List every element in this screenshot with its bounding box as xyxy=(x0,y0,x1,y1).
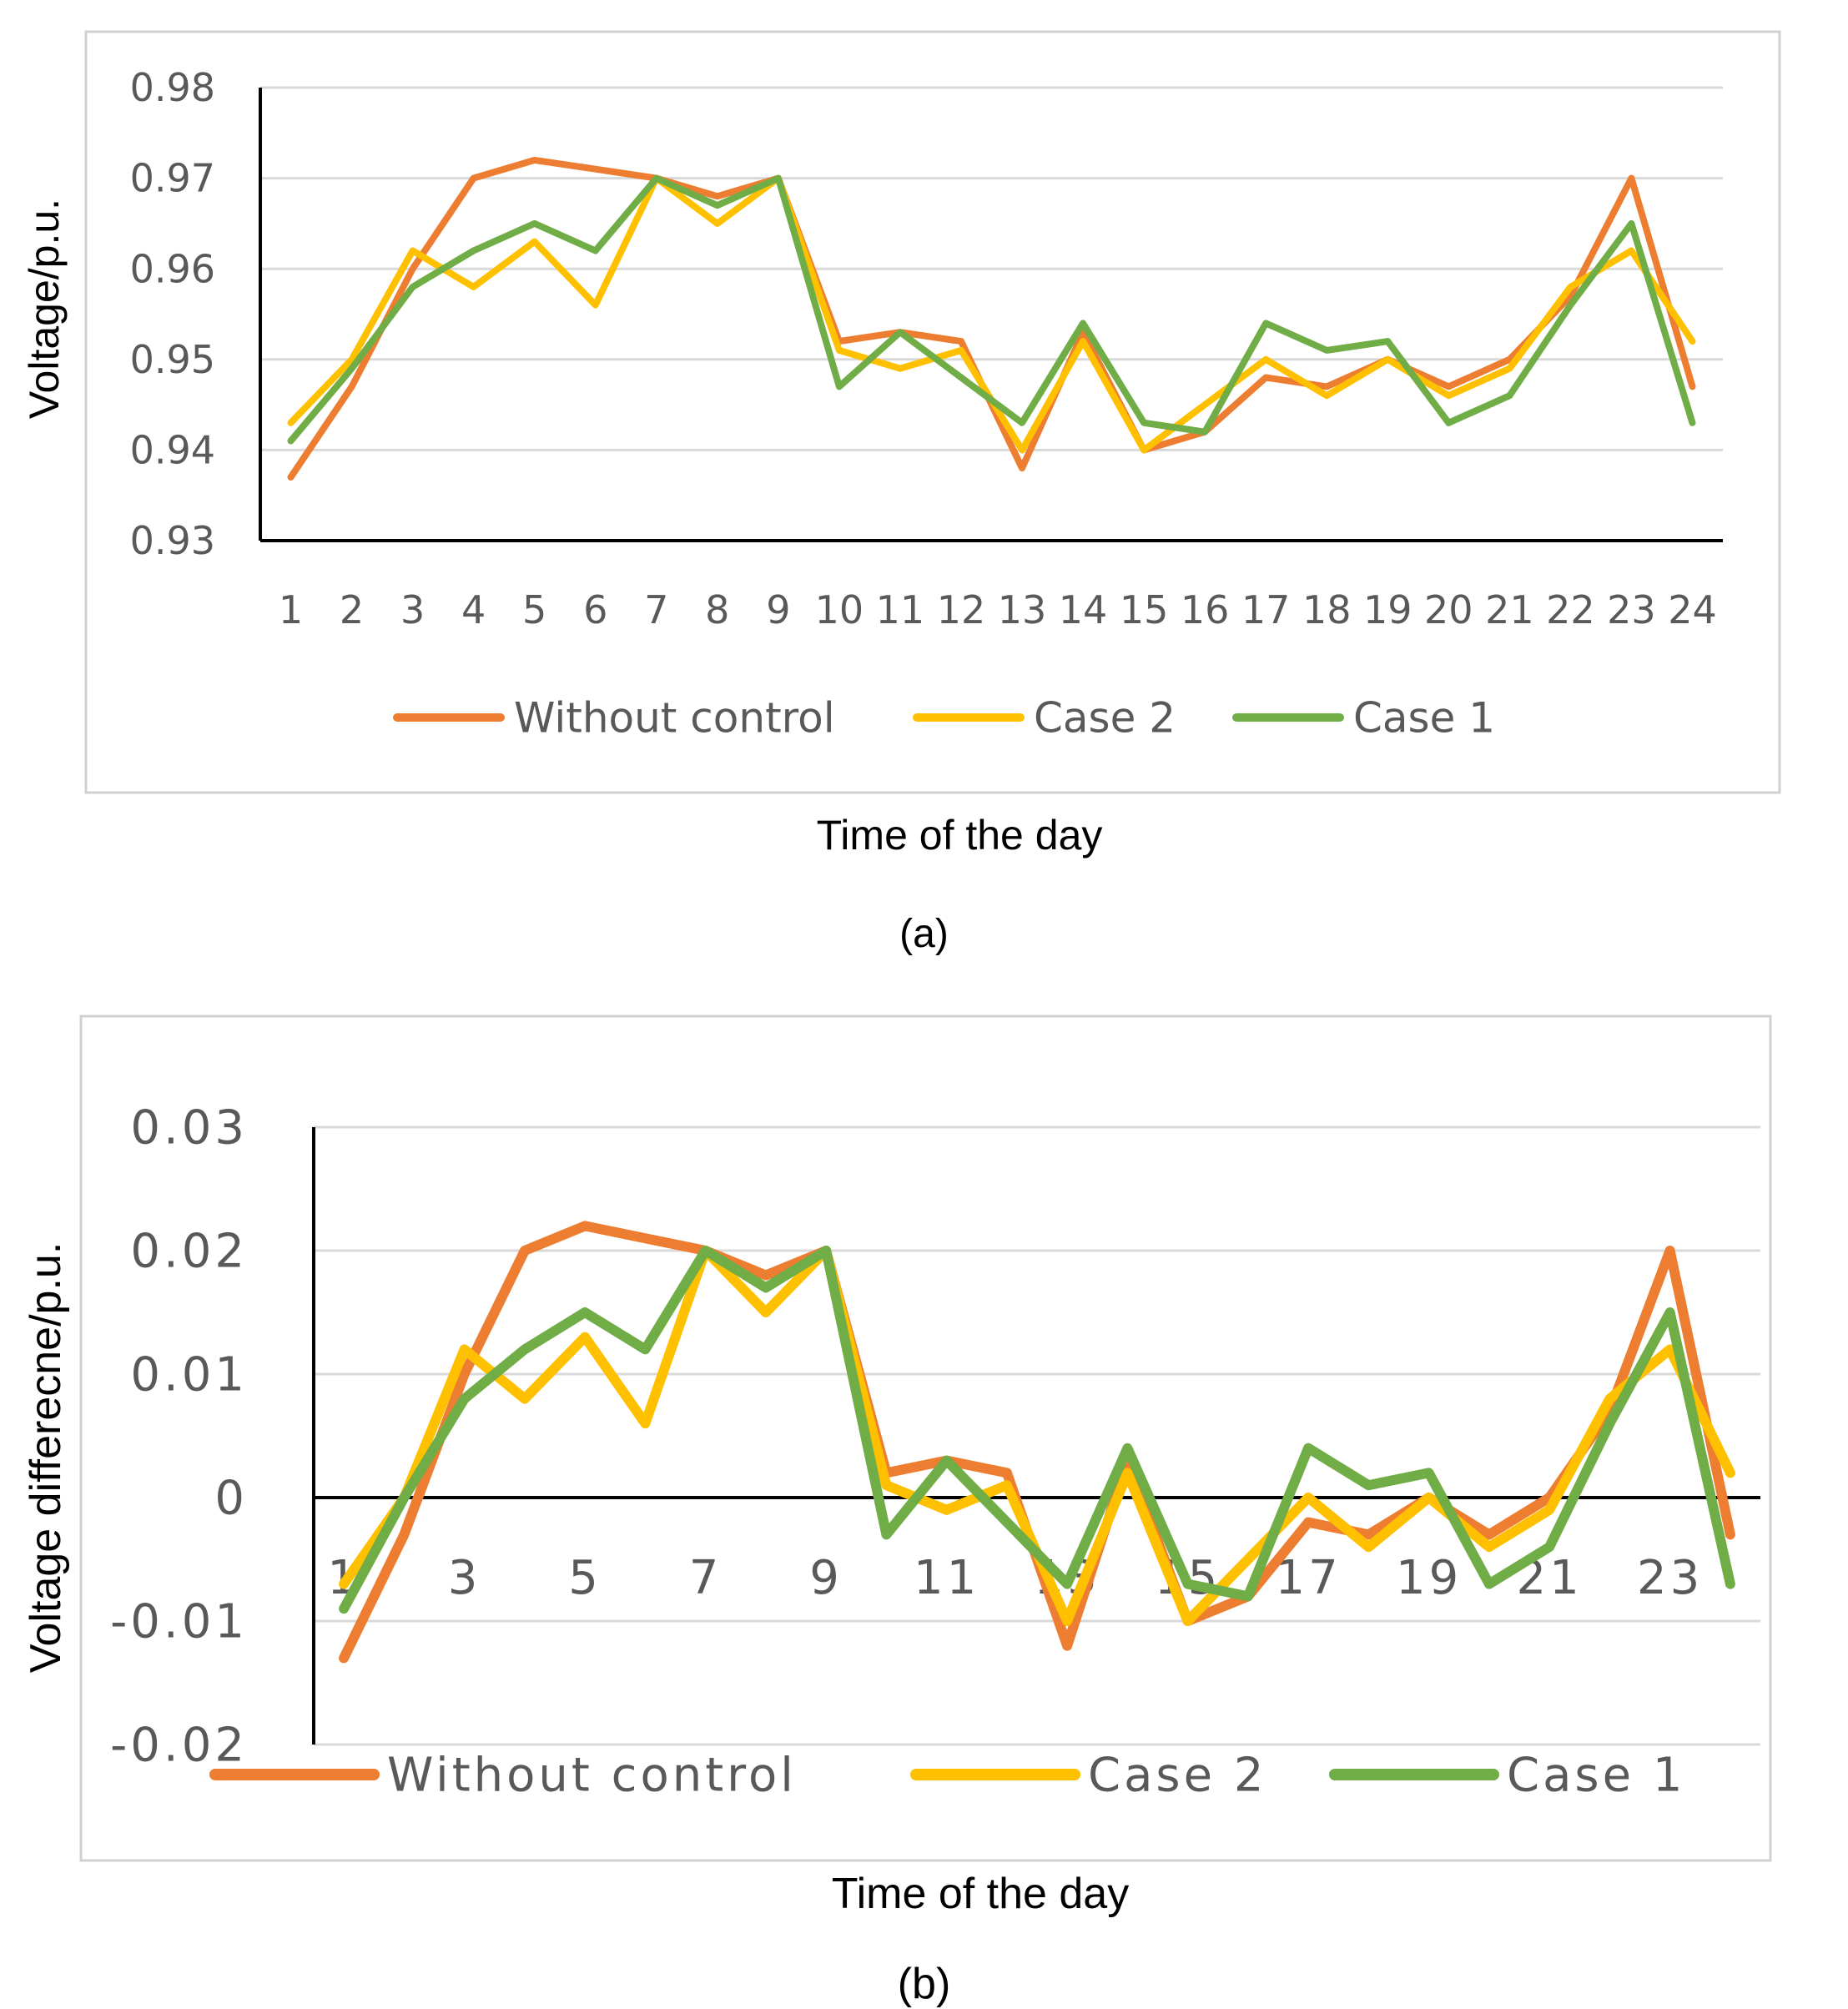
x-tick-label: 5 xyxy=(568,1551,602,1605)
x-tick-label: 12 xyxy=(937,587,986,632)
legend-label: Case 2 xyxy=(1088,1749,1266,1803)
x-tick-label: 7 xyxy=(689,1551,723,1605)
x-tick-label: 9 xyxy=(766,587,790,632)
x-tick-label: 16 xyxy=(1181,587,1230,632)
series-line xyxy=(287,174,1696,445)
y-axis-title: Voltage differecne/p.u. xyxy=(22,1242,70,1674)
x-tick-label: 11 xyxy=(876,587,925,632)
y-tick-label: -0.01 xyxy=(110,1595,248,1649)
y-tick-label: 0 xyxy=(214,1472,248,1526)
x-tick-label: 13 xyxy=(998,587,1047,632)
x-tick-label: 14 xyxy=(1059,587,1108,632)
x-tick-label: 23 xyxy=(1607,587,1656,632)
x-tick-label: 15 xyxy=(1120,587,1169,632)
x-tick-label: 1 xyxy=(279,587,303,632)
x-tick-label: 17 xyxy=(1275,1551,1341,1605)
x-tick-label: 11 xyxy=(914,1551,979,1605)
x-tick-label: 5 xyxy=(522,587,546,632)
x-tick-label: 22 xyxy=(1546,587,1595,632)
y-tick-label: 0.95 xyxy=(130,337,215,382)
x-tick-label: 24 xyxy=(1668,587,1717,632)
panel-b: -0.02 -0.01 0 0.01 0.02 0.03 1 3 5 7 9 11 13 15 17 19 21… xyxy=(0,984,1848,2009)
x-tick-label: 3 xyxy=(448,1551,481,1605)
y-tick-label: 0.97 xyxy=(130,156,215,201)
legend-label: Case 2 xyxy=(1034,694,1176,743)
x-tick-label: 10 xyxy=(815,587,864,632)
legend-label: Without control xyxy=(514,694,835,743)
x-tick-label: 19 xyxy=(1363,587,1412,632)
y-tick-label: 0.02 xyxy=(130,1225,248,1279)
x-tick-label: 17 xyxy=(1241,587,1291,632)
legend-label: Without control xyxy=(387,1749,797,1803)
y-tick-label: -0.02 xyxy=(110,1719,248,1773)
chart-frame xyxy=(84,30,1781,794)
series-line xyxy=(339,1246,1735,1614)
x-tick-label: 18 xyxy=(1302,587,1352,632)
legend-label: Case 1 xyxy=(1507,1749,1685,1803)
panel-a: 0.93 0.94 0.95 0.96 0.97 0.98 1 2 3 4 5 6 7 8 9 10 11 12 1… xyxy=(0,0,1848,984)
x-tick-label: 6 xyxy=(583,587,607,632)
x-tick-label: 9 xyxy=(809,1551,843,1605)
chart-a: 0.930.940.950.960.970.981 2 3 4 5 6 7 8 9 10 11 12 1… xyxy=(21,30,1781,858)
panel-b-label: (b) xyxy=(897,1960,951,2008)
y-tick-label: 0.01 xyxy=(130,1348,248,1402)
chart-frame xyxy=(79,1015,1772,1862)
x-tick-label: 2 xyxy=(340,587,364,632)
y-tick-label: 0.93 xyxy=(130,518,215,563)
x-tick-label: 4 xyxy=(461,587,486,632)
y-tick-label: 0.03 xyxy=(130,1101,248,1156)
x-tick-label: 20 xyxy=(1424,587,1473,632)
y-tick-label: 0.94 xyxy=(130,428,215,473)
x-tick-label: 19 xyxy=(1396,1551,1462,1605)
x-axis-title: Time of the day xyxy=(817,812,1103,858)
x-axis-title: Time of the day xyxy=(832,1870,1129,1918)
panel-a-label: (a) xyxy=(899,912,949,956)
x-tick-label: 3 xyxy=(400,587,425,632)
x-tick-label: 7 xyxy=(644,587,668,632)
legend-label: Case 1 xyxy=(1353,694,1495,743)
y-axis-title: Voltage/p.u. xyxy=(21,199,68,419)
y-tick-label: 0.96 xyxy=(130,246,215,291)
x-tick-label: 8 xyxy=(705,587,729,632)
x-tick-label: 23 xyxy=(1637,1551,1703,1605)
y-tick-label: 0.98 xyxy=(130,65,215,110)
x-tick-label: 21 xyxy=(1485,587,1534,632)
